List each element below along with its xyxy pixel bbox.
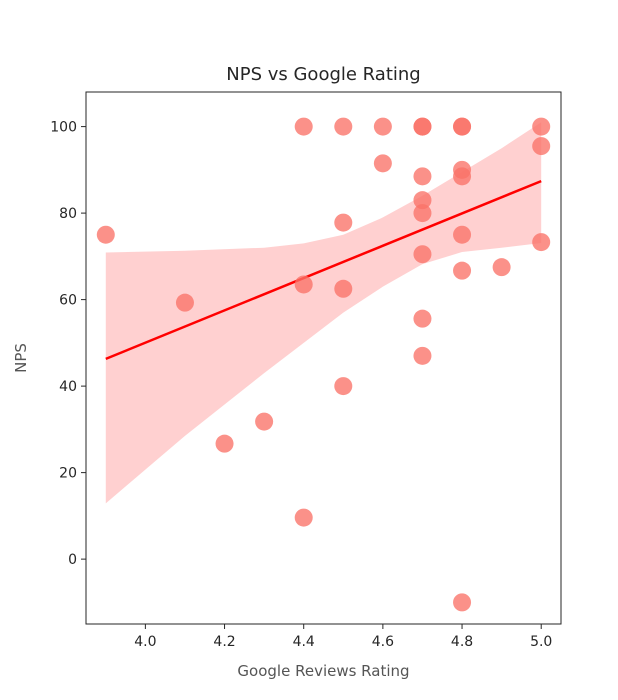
data-point bbox=[453, 225, 472, 244]
data-point bbox=[334, 117, 353, 136]
data-point bbox=[532, 233, 551, 252]
data-point bbox=[373, 154, 392, 173]
x-tick-label: 4.4 bbox=[293, 634, 315, 650]
data-point bbox=[413, 346, 432, 365]
y-tick-label: 0 bbox=[68, 552, 77, 568]
data-point bbox=[96, 225, 115, 244]
data-point bbox=[532, 137, 551, 156]
x-tick-label: 4.8 bbox=[451, 634, 473, 650]
x-axis-label: Google Reviews Rating bbox=[237, 662, 409, 680]
data-point bbox=[413, 167, 432, 186]
y-tick-label: 40 bbox=[59, 379, 77, 395]
data-point bbox=[413, 245, 432, 264]
data-point bbox=[334, 213, 353, 232]
x-tick-label: 4.0 bbox=[134, 634, 156, 650]
x-tick-label: 4.6 bbox=[372, 634, 394, 650]
y-ticks: 0 20 40 60 80 100 bbox=[50, 120, 86, 568]
data-point bbox=[413, 204, 432, 223]
data-point bbox=[294, 275, 313, 294]
data-point bbox=[373, 117, 392, 136]
confidence-band bbox=[105, 122, 542, 504]
regression-line-layer bbox=[105, 179, 542, 361]
data-point bbox=[255, 412, 274, 431]
data-point bbox=[453, 593, 472, 612]
chart-title: NPS vs Google Rating bbox=[226, 64, 420, 85]
data-point bbox=[294, 508, 313, 527]
data-point bbox=[492, 258, 511, 277]
plot-frame bbox=[85, 91, 562, 625]
data-point bbox=[453, 117, 472, 136]
points-layer bbox=[96, 117, 551, 612]
y-tick-label: 100 bbox=[50, 120, 77, 136]
y-tick-label: 20 bbox=[59, 466, 77, 482]
y-tick-label: 80 bbox=[59, 206, 77, 222]
data-point bbox=[453, 261, 472, 280]
data-point bbox=[532, 117, 551, 136]
data-point bbox=[334, 279, 353, 298]
data-point bbox=[413, 191, 432, 210]
data-point bbox=[175, 293, 194, 312]
x-tick-label: 5.0 bbox=[530, 634, 552, 650]
data-point bbox=[215, 434, 234, 453]
data-point bbox=[334, 377, 353, 396]
data-point bbox=[413, 117, 432, 136]
data-point bbox=[413, 309, 432, 328]
data-point bbox=[453, 167, 472, 186]
y-axis-label: NPS bbox=[12, 343, 30, 373]
confidence-band-layer bbox=[105, 122, 542, 504]
data-point bbox=[294, 117, 313, 136]
x-ticks: 4.0 4.2 4.4 4.6 4.8 5.0 bbox=[134, 624, 552, 650]
regression-line bbox=[105, 179, 542, 361]
y-tick-label: 60 bbox=[59, 293, 77, 309]
x-tick-label: 4.2 bbox=[213, 634, 235, 650]
